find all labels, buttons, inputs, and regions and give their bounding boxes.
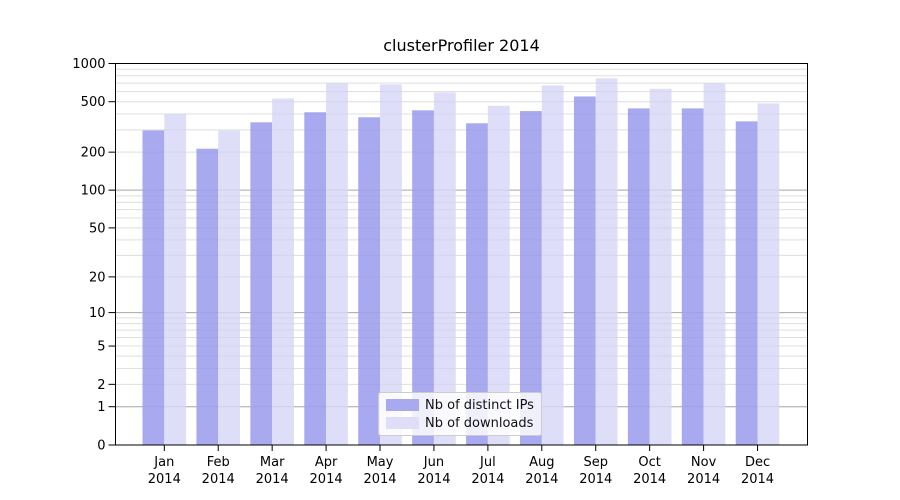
x-tick-label-month: Jan (153, 455, 174, 470)
y-tick-label: 50 (89, 221, 106, 236)
chart-title: clusterProfiler 2014 (383, 36, 540, 55)
y-tick-label: 500 (81, 95, 106, 110)
bar-distinct-ips-aug (520, 111, 542, 445)
x-tick-label-month: Mar (260, 455, 285, 470)
legend-swatch-distinct-ips (386, 399, 419, 411)
axes-border (115, 63, 808, 446)
x-tick-label-year: 2014 (741, 472, 774, 487)
x-tick-label-month: Apr (315, 455, 338, 470)
bar-distinct-ips-may (358, 117, 381, 446)
legend-label-downloads: Nb of downloads (425, 415, 534, 431)
bar-downloads-sep (595, 78, 618, 446)
y-tick-label: 5 (97, 340, 105, 355)
bar-downloads-nov (703, 83, 726, 445)
legend-item-downloads: Nb of downloads (386, 417, 541, 430)
x-tick-label-year: 2014 (363, 472, 396, 487)
x-tick-label-month: Jun (423, 455, 444, 470)
y-tick-label: 200 (81, 146, 106, 161)
bar-downloads-dec (757, 103, 780, 445)
bar-downloads-jul (487, 105, 510, 445)
x-tick-label-year: 2014 (525, 472, 558, 487)
y-tick-label: 100 (81, 184, 106, 199)
y-tick-label: 1000 (72, 57, 105, 72)
bar-distinct-ips-apr (304, 112, 327, 446)
bar-distinct-ips-nov (681, 108, 704, 446)
x-tick-label-year: 2014 (310, 472, 343, 487)
x-tick-label-year: 2014 (417, 472, 450, 487)
legend: Nb of distinct IPs Nb of downloads (378, 392, 542, 436)
x-tick-label-year: 2014 (687, 472, 720, 487)
bar-downloads-mar (272, 98, 294, 446)
bar-downloads-may (380, 84, 402, 445)
x-tick-label-month: May (367, 455, 394, 470)
x-tick-label-year: 2014 (471, 472, 504, 487)
bar-distinct-ips-jan (142, 130, 165, 445)
bar-distinct-ips-feb (196, 148, 219, 445)
x-tick-label-month: Nov (691, 455, 717, 470)
bar-distinct-ips-oct (627, 108, 650, 446)
legend-item-distinct-ips: Nb of distinct IPs (386, 399, 541, 412)
y-tick-label: 1 (97, 400, 105, 415)
x-tick-label-month: Feb (207, 455, 230, 470)
bar-downloads-aug (541, 85, 564, 445)
x-tick-label-month: Sep (583, 455, 608, 470)
legend-swatch-downloads (386, 417, 419, 429)
bar-distinct-ips-sep (573, 96, 596, 445)
x-tick-label-year: 2014 (579, 472, 612, 487)
x-tick-label-month: Dec (745, 455, 770, 470)
bar-distinct-ips-jun (412, 110, 434, 446)
bar-downloads-feb (218, 130, 241, 445)
y-tick-label: 10 (89, 306, 106, 321)
bar-distinct-ips-dec (735, 121, 758, 446)
x-tick-label-month: Jul (479, 455, 496, 470)
y-tick-label: 2 (97, 378, 105, 393)
bar-downloads-jan (164, 114, 187, 445)
x-tick-label-month: Aug (529, 455, 554, 470)
bar-distinct-ips-mar (250, 122, 273, 446)
bar-downloads-apr (326, 83, 348, 445)
bar-distinct-ips-jul (466, 123, 488, 445)
x-tick-label-year: 2014 (148, 472, 181, 487)
x-tick-label-month: Oct (638, 455, 660, 470)
x-tick-label-year: 2014 (633, 472, 666, 487)
x-tick-label-year: 2014 (256, 472, 289, 487)
x-tick-label-year: 2014 (202, 472, 235, 487)
bar-downloads-jun (433, 92, 456, 446)
legend-label-distinct-ips: Nb of distinct IPs (425, 397, 534, 413)
y-tick-label: 20 (89, 270, 106, 285)
bar-downloads-oct (649, 88, 672, 445)
y-tick-label: 0 (97, 439, 105, 454)
